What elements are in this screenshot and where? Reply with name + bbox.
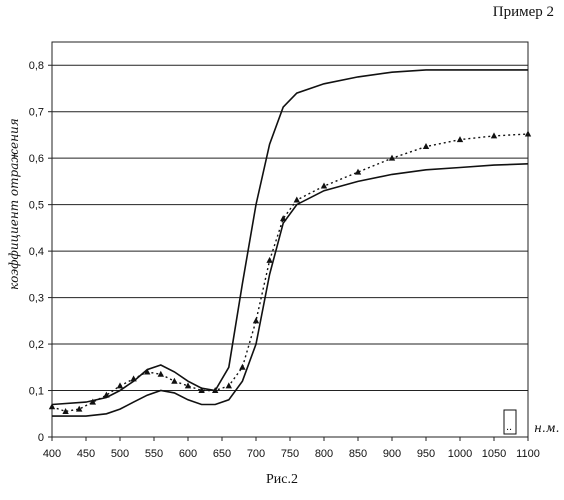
triangle-marker: [117, 382, 123, 388]
triangle-marker: [239, 364, 245, 370]
x-tick-label: 800: [315, 448, 333, 460]
reflectance-chart: 400 450 500 550 600 650 700 750 800 850 900 950 1000…: [0, 0, 564, 470]
y-tick-label: 0,5: [29, 200, 44, 212]
y-tick-labels: 0 0,1 0,2 0,3 0,4 0,5 0,6 0,7 0,8: [29, 60, 44, 444]
y-axis-label: коэффициент отражения: [7, 118, 21, 290]
triangle-marker: [103, 392, 109, 398]
x-tick-label: 1100: [516, 448, 540, 460]
triangle-marker: [266, 257, 272, 263]
x-tick-label: 1000: [448, 448, 472, 460]
triangle-marker: [294, 197, 300, 203]
legend-marker: ..: [506, 421, 512, 433]
triangle-marker: [321, 183, 327, 189]
x-tick-label: 850: [349, 448, 367, 460]
x-tick-label: 450: [77, 448, 95, 460]
triangle-marker: [226, 382, 232, 388]
x-tick-label: 600: [179, 448, 197, 460]
x-tick-label: 750: [281, 448, 299, 460]
y-tick-label: 0,6: [29, 153, 44, 165]
triangle-marker: [457, 136, 463, 142]
plot-frame: [52, 42, 528, 437]
triangle-marker: [253, 317, 259, 323]
y-tick-label: 0,2: [29, 339, 44, 351]
triangle-marker: [491, 132, 497, 138]
series-line-1: [52, 70, 528, 405]
x-tick-label: 400: [43, 448, 61, 460]
series-layer: [52, 70, 528, 416]
y-tick-label: 0,8: [29, 60, 44, 72]
grid-lines: [52, 65, 528, 390]
y-tick-label: 0,4: [29, 246, 44, 258]
x-tick-label: 900: [383, 448, 401, 460]
series-line-3: [52, 134, 528, 411]
series-line-2: [52, 164, 528, 416]
x-tick-labels: 400 450 500 550 600 650 700 750 800 850 900 950 1000…: [43, 448, 540, 460]
y-tick-label: 0,1: [29, 386, 44, 398]
x-tick-label: 1050: [482, 448, 506, 460]
x-tick-label: 650: [213, 448, 231, 460]
x-tick-label: 700: [247, 448, 265, 460]
triangle-marker: [423, 143, 429, 149]
triangle-marker: [280, 215, 286, 221]
y-tick-label: 0: [38, 432, 44, 444]
x-axis-unit: н.м.: [534, 421, 559, 435]
x-tick-label: 550: [145, 448, 163, 460]
x-tick-label: 500: [111, 448, 129, 460]
y-tick-label: 0,3: [29, 293, 44, 305]
x-tick-label: 950: [417, 448, 435, 460]
triangle-marker: [171, 378, 177, 384]
figure-caption: Рис.2: [0, 472, 564, 488]
triangle-marker: [158, 371, 164, 377]
series-markers: [49, 131, 531, 414]
y-tick-label: 0,7: [29, 107, 44, 119]
triangle-marker: [525, 131, 531, 137]
